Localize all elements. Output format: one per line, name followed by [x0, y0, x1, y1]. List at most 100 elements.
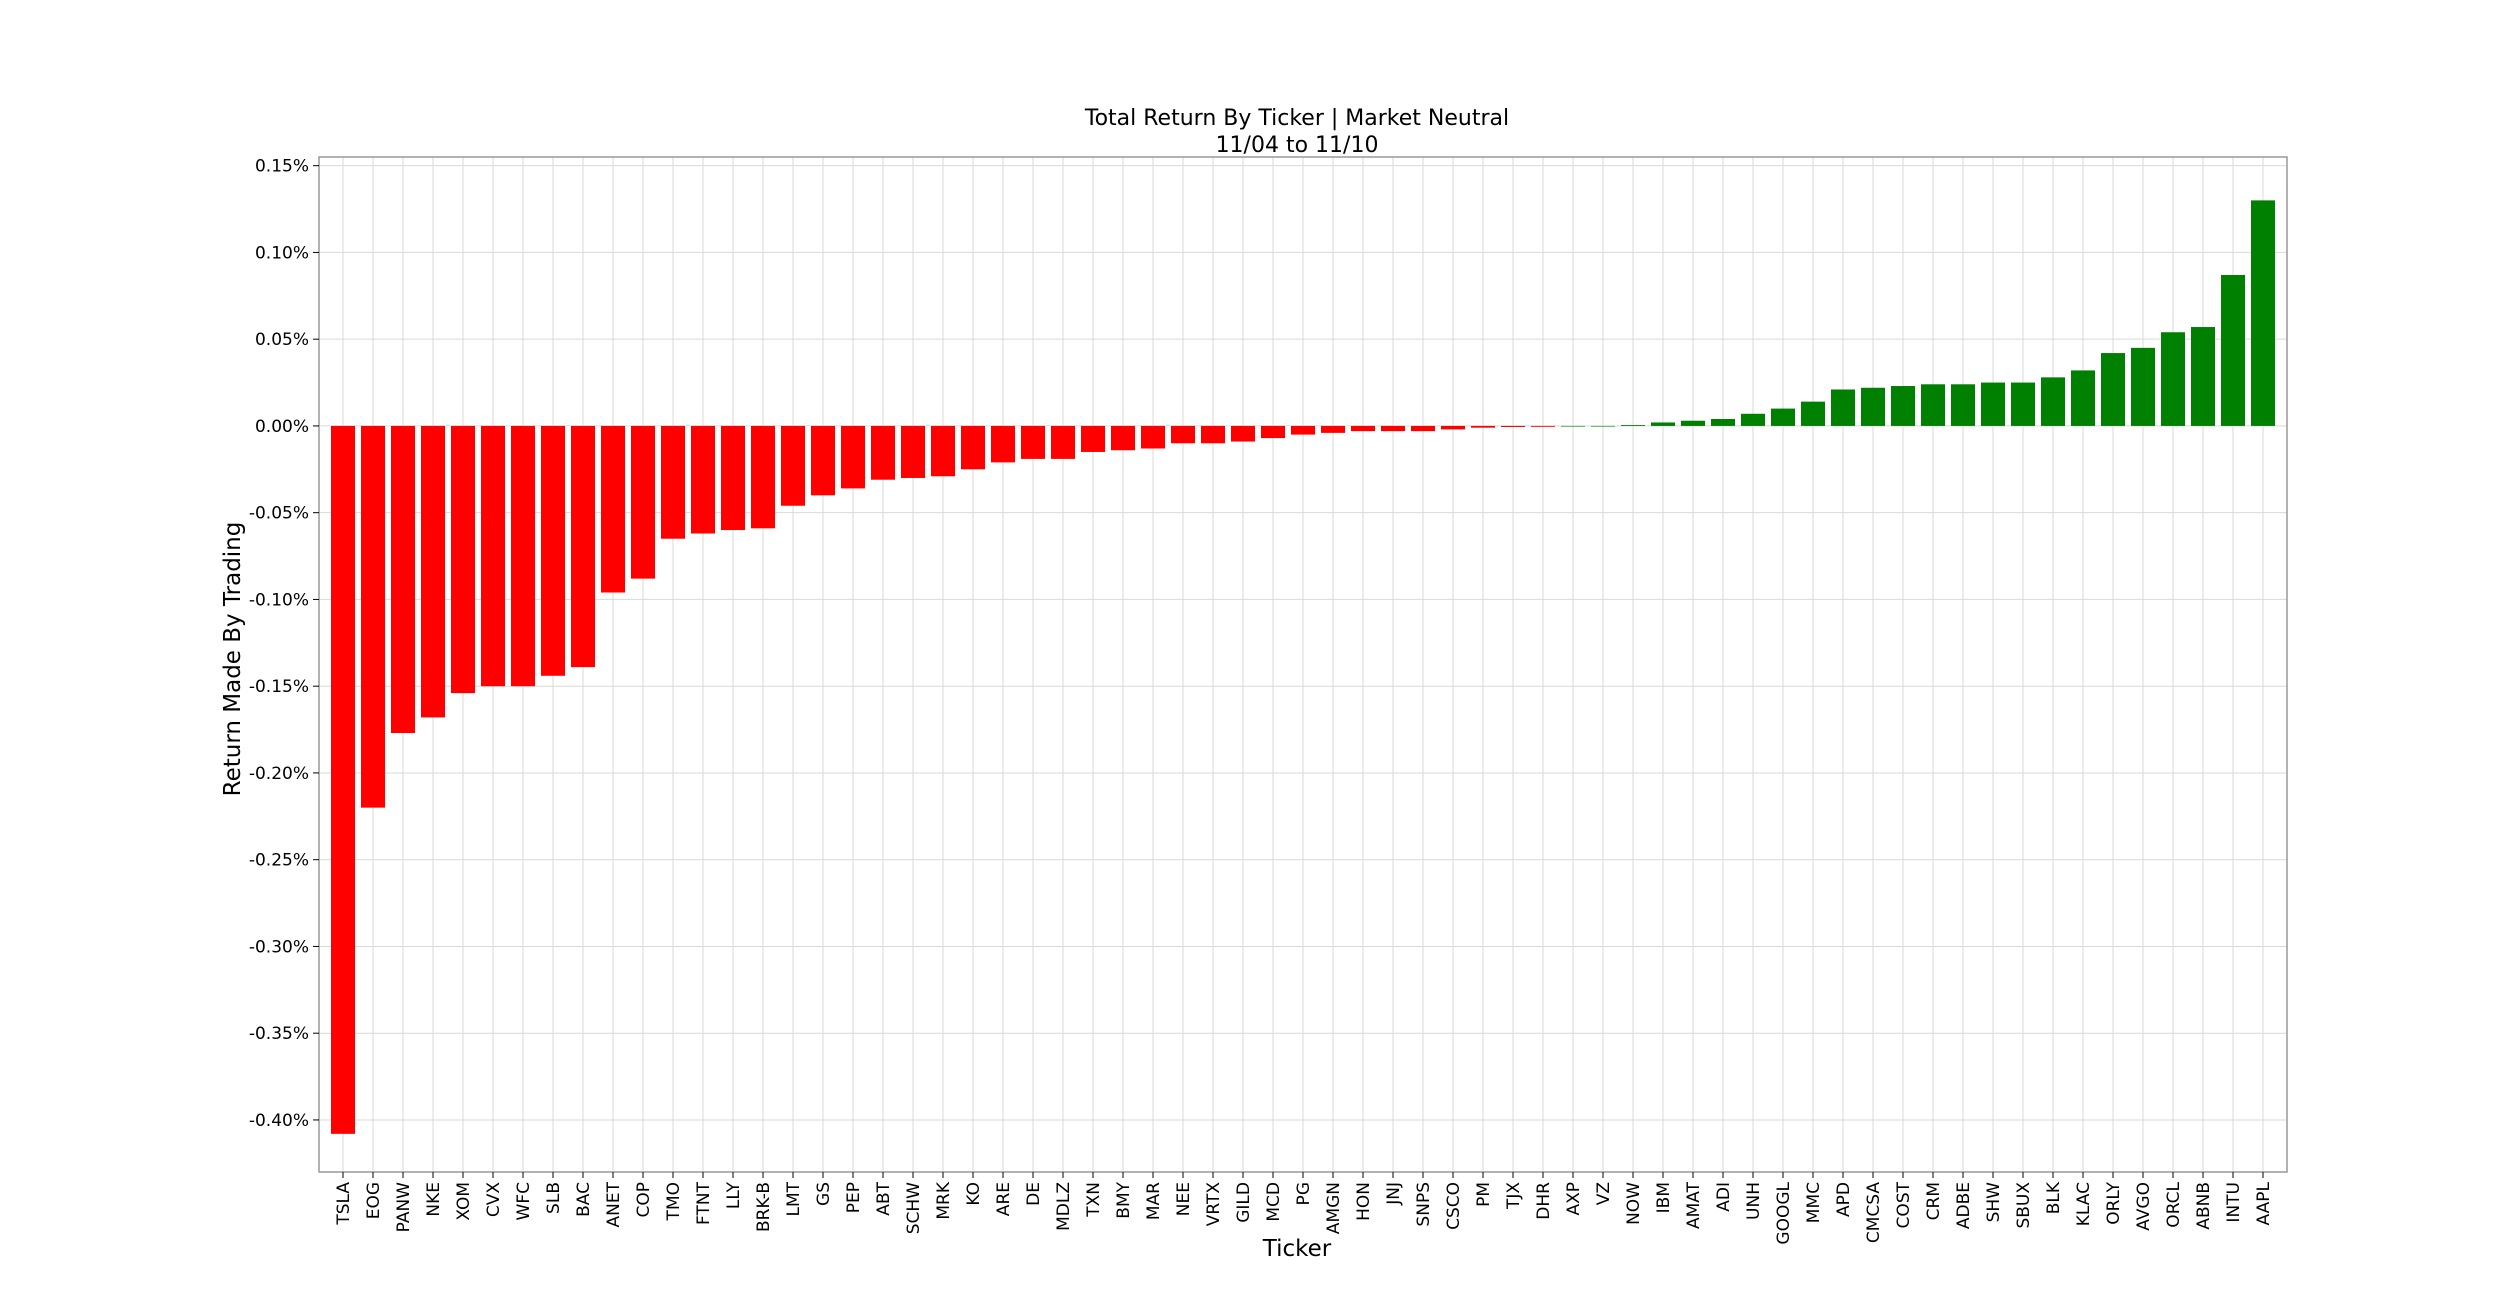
bar-mar	[1141, 425, 1165, 449]
bar-unh	[1741, 413, 1765, 426]
bar-adbe	[1951, 384, 1975, 426]
bar-tsla	[331, 425, 355, 1134]
bar-txn	[1081, 425, 1105, 452]
bar-cost	[1891, 386, 1915, 426]
bar-nee	[1171, 425, 1195, 444]
chart-title: Total Return By Ticker | Market Neutral	[1084, 106, 1509, 131]
y-axis-label: Return Made By Trading	[220, 522, 246, 797]
bar-pg	[1291, 425, 1315, 435]
bar-sbux	[2011, 382, 2035, 426]
x-tick-label: COST	[1894, 1181, 1914, 1228]
bar-googl	[1771, 408, 1795, 426]
x-tick-label: ADI	[1714, 1182, 1734, 1212]
bar-lmt	[781, 425, 805, 506]
bar-snps	[1411, 425, 1435, 432]
x-tick-label: AXP	[1564, 1182, 1584, 1216]
x-tick-label: ARE	[994, 1182, 1014, 1216]
x-tick-label: NEE	[1174, 1182, 1194, 1216]
bar-abnb	[2191, 327, 2215, 426]
bar-vz	[1591, 425, 1615, 427]
bar-mdlz	[1051, 425, 1075, 459]
bar-cvx	[481, 425, 505, 687]
bar-tjx	[1501, 425, 1525, 427]
x-tick-label: VRTX	[1204, 1182, 1224, 1227]
y-axis-ticks: 0.15% 0.10% 0.05% 0.00% -0.05% -0.10% -0.15% -0…	[249, 157, 319, 1131]
x-tick-label: ABNB	[2194, 1182, 2214, 1230]
x-tick-label: AMAT	[1684, 1181, 1704, 1229]
x-tick-label: DE	[1024, 1182, 1044, 1206]
x-tick-label: PM	[1474, 1182, 1494, 1207]
x-tick-label: CMCSA	[1864, 1182, 1884, 1244]
x-tick-label: HON	[1354, 1182, 1374, 1221]
x-tick-label: AAPL	[2254, 1181, 2274, 1225]
bar-mrk	[931, 425, 955, 477]
x-tick-label: JNJ	[1384, 1182, 1404, 1206]
x-tick-label: ADBE	[1954, 1182, 1974, 1229]
x-tick-label: CSCO	[1444, 1182, 1464, 1230]
bar-orcl	[2161, 332, 2185, 426]
y-tick-label: -0.25%	[249, 851, 309, 871]
x-tick-label: CRM	[1924, 1182, 1944, 1220]
x-tick-label: COP	[634, 1182, 654, 1218]
x-tick-label: EOG	[364, 1182, 384, 1219]
bar-panw	[391, 425, 415, 734]
x-tick-label: LLY	[724, 1181, 744, 1209]
bar-now	[1621, 425, 1645, 426]
x-tick-label: BRK-B	[754, 1182, 774, 1232]
x-tick-label: GILD	[1234, 1182, 1254, 1223]
x-tick-label: SHW	[1984, 1182, 2004, 1223]
bar-dhr	[1531, 425, 1555, 427]
x-axis-ticks: TSLA EOG PANW NKE XOM CVX WFC SLB BAC ANET COP TMO F…	[334, 1172, 2274, 1245]
x-tick-label: ABT	[874, 1181, 894, 1215]
grid-lines	[319, 157, 2287, 1172]
bar-anet	[601, 425, 625, 593]
bar-amgn	[1321, 425, 1345, 433]
x-tick-label: GOOGL	[1774, 1181, 1794, 1244]
bar-blk	[2041, 377, 2065, 426]
bar-brk-b	[751, 425, 775, 529]
x-tick-label: FTNT	[694, 1181, 714, 1225]
x-tick-label: APD	[1834, 1182, 1854, 1217]
bar-amat	[1681, 420, 1705, 426]
x-tick-label: PG	[1294, 1182, 1314, 1205]
x-tick-label: WFC	[514, 1182, 534, 1220]
x-tick-label: UNH	[1744, 1182, 1764, 1220]
x-tick-label: GS	[814, 1182, 834, 1206]
bar-avgo	[2131, 347, 2155, 426]
bar-abt	[871, 425, 895, 480]
y-tick-label: 0.10%	[255, 243, 309, 263]
x-tick-label: XOM	[454, 1182, 474, 1221]
bar-vrtx	[1201, 425, 1225, 444]
x-tick-label: IBM	[1654, 1182, 1674, 1213]
bar-aapl	[2251, 200, 2275, 426]
x-tick-label: TJX	[1504, 1182, 1524, 1210]
x-tick-label: MRK	[934, 1181, 954, 1219]
x-tick-label: VZ	[1594, 1182, 1614, 1205]
x-tick-label: AVGO	[2134, 1182, 2154, 1231]
bar-shw	[1981, 382, 2005, 426]
x-tick-label: SLB	[544, 1182, 564, 1214]
x-tick-label: ORCL	[2164, 1181, 2184, 1227]
x-tick-label: SCHW	[904, 1182, 924, 1234]
bar-orly	[2101, 353, 2125, 426]
bar-ko	[961, 425, 985, 470]
x-tick-label: KO	[964, 1182, 984, 1206]
bar-bmy	[1111, 425, 1135, 451]
bar-mcd	[1261, 425, 1285, 439]
bar-ibm	[1651, 422, 1675, 426]
bar-hon	[1351, 425, 1375, 432]
y-tick-label: -0.20%	[249, 764, 309, 784]
bar-slb	[541, 425, 565, 676]
bar-lly	[721, 425, 745, 531]
chart-subtitle: 11/04 to 11/10	[1216, 133, 1379, 158]
y-tick-label: -0.30%	[249, 937, 309, 957]
y-tick-label: 0.00%	[255, 417, 309, 437]
bar-cmcsa	[1861, 387, 1885, 426]
x-tick-label: TSLA	[334, 1182, 354, 1226]
bar-schw	[901, 425, 925, 478]
x-tick-label: MAR	[1144, 1182, 1164, 1220]
x-tick-label: MDLZ	[1054, 1182, 1074, 1231]
y-tick-label: -0.15%	[249, 677, 309, 697]
y-tick-label: 0.05%	[255, 330, 309, 350]
bars	[331, 200, 2275, 1134]
